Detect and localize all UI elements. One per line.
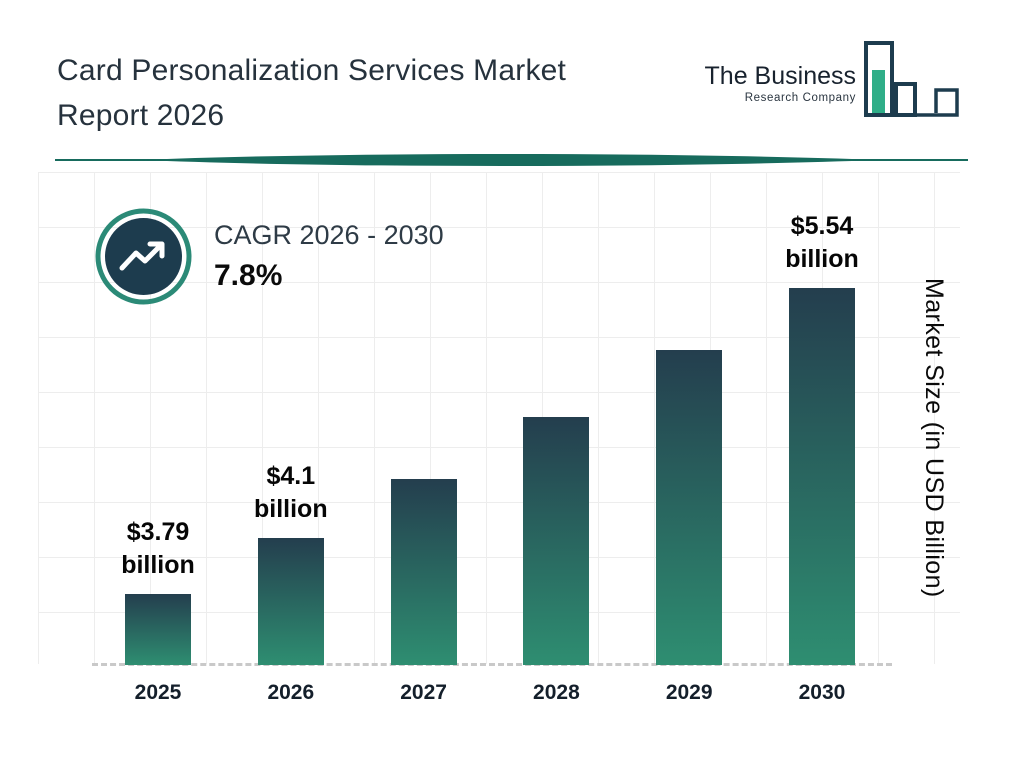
y-axis-label: Market Size (in USD Billion)	[920, 278, 948, 598]
bar-group-2028: 2028	[523, 210, 590, 704]
bar-group-2027: 2027	[390, 210, 457, 704]
bar-unit: billion	[254, 495, 328, 523]
bar-group-2025: $3.79 billion 2025	[121, 210, 195, 704]
bar-2029	[656, 350, 723, 665]
x-tick-2028: 2028	[533, 681, 580, 704]
logo-name: The Business	[704, 62, 856, 90]
cagr-badge: CAGR 2026 - 2030 7.8%	[95, 208, 444, 305]
bar-plot: $3.79 billion 2025 $4.1 billion 2026 2027 2028 2…	[121, 210, 859, 704]
bar-group-2026: $4.1 billion 2026	[254, 210, 328, 704]
cagr-label: CAGR 2026 - 2030	[214, 220, 444, 250]
x-tick-2027: 2027	[400, 681, 447, 704]
logo-subname: Research Company	[744, 92, 856, 104]
cagr-value: 7.8%	[214, 259, 283, 292]
trending-up-icon	[95, 208, 192, 305]
page-title-line2: Report 2026	[57, 99, 225, 132]
divider-line	[55, 154, 968, 166]
bar-2028	[523, 417, 590, 665]
bar-value: $5.54	[790, 212, 854, 240]
bar-2026	[257, 538, 324, 665]
page-title-line1: Card Personalization Services Market	[57, 54, 567, 87]
bar-unit: billion	[121, 551, 195, 579]
company-logo-text: The Business Research Company	[705, 62, 856, 104]
x-axis-baseline	[92, 663, 892, 666]
bar-group-2030: $5.54 billion 2030	[785, 210, 859, 704]
bar-2027	[390, 479, 457, 665]
cagr-text: CAGR 2026 - 2030 7.8%	[214, 220, 444, 293]
x-tick-2029: 2029	[665, 681, 713, 704]
bar-group-2029: 2029	[656, 210, 723, 704]
header: Card Personalization Services Market Rep…	[0, 0, 1024, 150]
page-title: Card Personalization Services Market Rep…	[57, 48, 566, 138]
x-tick-2025: 2025	[134, 681, 182, 704]
x-tick-2030: 2030	[798, 681, 846, 704]
bar-value-label-2025: $3.79 billion	[121, 516, 195, 582]
bar-chart-logo-icon	[864, 41, 959, 117]
bar-2030	[788, 288, 855, 665]
bar-value-label-2030: $5.54 billion	[785, 210, 859, 276]
bar-unit: billion	[785, 245, 859, 273]
bar-value: $4.1	[266, 462, 316, 490]
bar-2025	[125, 594, 191, 665]
bar-value-label-2026: $4.1 billion	[254, 460, 328, 526]
chart-area: $3.79 billion 2025 $4.1 billion 2026 2027 2028 2…	[0, 170, 1024, 768]
company-logo: The Business Research Company	[705, 40, 962, 122]
bar-value: $3.79	[126, 518, 190, 546]
x-tick-2026: 2026	[267, 681, 315, 704]
